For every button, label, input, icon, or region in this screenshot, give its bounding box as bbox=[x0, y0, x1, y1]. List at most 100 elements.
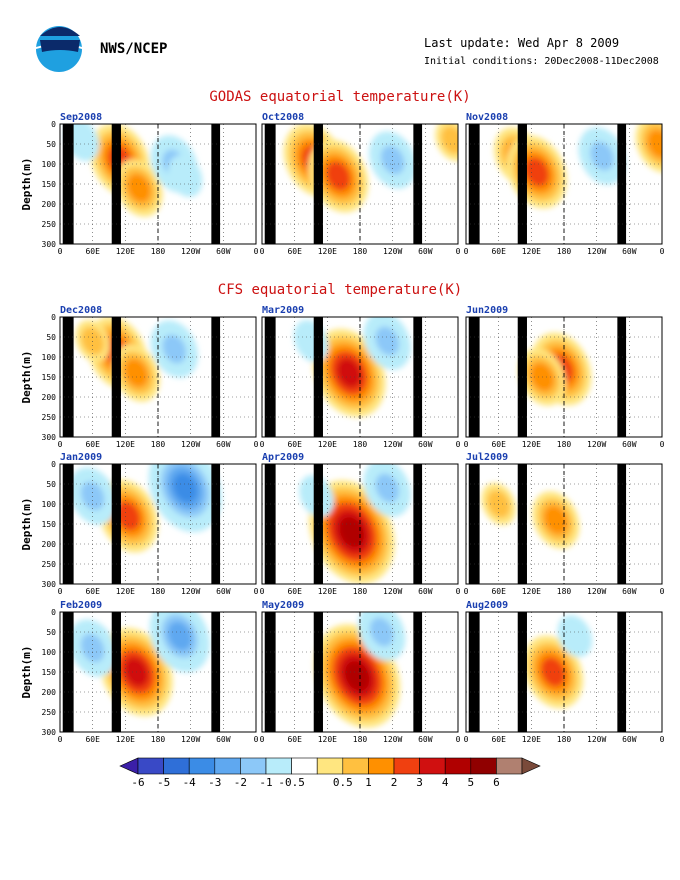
anomaly-contour bbox=[124, 358, 149, 388]
colorbar-swatch bbox=[316, 757, 344, 775]
anomaly-contour bbox=[162, 334, 187, 364]
panel-frame bbox=[59, 611, 257, 733]
x-tick-label: 60E bbox=[491, 247, 506, 256]
x-tick-label: 180 bbox=[557, 735, 572, 744]
anomaly-contour bbox=[345, 661, 370, 691]
colorbar-label: -6 bbox=[131, 776, 144, 789]
colorbar-arrow-left bbox=[119, 757, 139, 775]
x-tick-label: 60W bbox=[216, 440, 231, 449]
panel-feb2009: Feb2009 0 60E 120E 180 120W 60W 0 0 50 100 150 200 25… bbox=[20, 600, 259, 744]
anomaly-contour bbox=[441, 125, 458, 155]
y-tick-label: 50 bbox=[46, 140, 56, 149]
anomaly-contour bbox=[116, 501, 141, 531]
land-mask bbox=[211, 612, 221, 732]
panel-dec2008: Dec2008 0 60E 120E 180 120W 60W 0 0 50 100 150 200 25… bbox=[20, 305, 259, 449]
org-label: NWS/NCEP bbox=[100, 41, 167, 57]
x-tick-label: 180 bbox=[353, 440, 368, 449]
x-tick-label: 0 bbox=[456, 587, 461, 596]
colorbar-label: -1 bbox=[259, 776, 272, 789]
x-tick-label: 60W bbox=[216, 587, 231, 596]
panel-frame bbox=[465, 316, 663, 438]
y-axis-label: Depth(m) bbox=[20, 498, 33, 551]
x-tick-label: 120W bbox=[587, 247, 606, 256]
x-tick-label: 0 bbox=[260, 587, 265, 596]
colorbar-label: -0.5 bbox=[278, 776, 305, 789]
colorbar-label: 3 bbox=[416, 776, 423, 789]
colorbar-swatch bbox=[214, 757, 241, 775]
initial-conditions: Initial conditions: 20Dec2008-11Dec2008 bbox=[424, 56, 659, 67]
land-mask bbox=[413, 317, 423, 437]
x-tick-label: 120W bbox=[587, 735, 606, 744]
x-tick-label: 0 bbox=[254, 735, 259, 744]
panel-label: Feb2009 bbox=[60, 600, 102, 611]
y-tick-label: 100 bbox=[42, 648, 57, 657]
y-tick-label: 300 bbox=[42, 433, 57, 442]
colorbar-swatch bbox=[393, 757, 420, 775]
cfs-title: CFS equatorial temperature(K) bbox=[218, 282, 462, 298]
y-tick-label: 200 bbox=[42, 540, 57, 549]
panel-frame bbox=[59, 463, 257, 585]
colorbar-label: -5 bbox=[157, 776, 170, 789]
colorbar-label: 6 bbox=[493, 776, 500, 789]
x-tick-label: 0 bbox=[58, 735, 63, 744]
anomaly-contour bbox=[167, 621, 192, 651]
x-tick-label: 180 bbox=[353, 247, 368, 256]
panel-label: Dec2008 bbox=[60, 305, 102, 316]
anomaly-contour bbox=[369, 617, 394, 647]
x-tick-label: 180 bbox=[557, 587, 572, 596]
x-tick-label: 120E bbox=[522, 735, 541, 744]
land-mask bbox=[413, 612, 423, 732]
x-tick-label: 120W bbox=[383, 735, 402, 744]
anomaly-contour bbox=[173, 473, 198, 503]
y-tick-label: 100 bbox=[42, 160, 57, 169]
y-tick-label: 50 bbox=[46, 333, 56, 342]
panel-label: May2009 bbox=[262, 600, 304, 611]
colorbar-label: 5 bbox=[467, 776, 474, 789]
colorbar-swatch bbox=[444, 757, 472, 775]
x-tick-label: 120E bbox=[116, 440, 135, 449]
x-tick-label: 0 bbox=[660, 247, 665, 256]
land-mask bbox=[211, 317, 221, 437]
x-tick-label: 60W bbox=[418, 587, 433, 596]
x-tick-label: 0 bbox=[464, 440, 469, 449]
x-tick-label: 0 bbox=[58, 587, 63, 596]
y-tick-label: 0 bbox=[51, 120, 56, 129]
anomaly-contour bbox=[647, 129, 662, 159]
colorbar-swatch bbox=[368, 757, 395, 775]
colorbar-swatch bbox=[163, 757, 190, 775]
x-tick-label: 0 bbox=[456, 440, 461, 449]
y-tick-label: 300 bbox=[42, 240, 57, 249]
y-tick-label: 150 bbox=[42, 520, 57, 529]
godas-title: GODAS equatorial temperature(K) bbox=[209, 89, 470, 105]
x-tick-label: 180 bbox=[557, 247, 572, 256]
anomaly-contour bbox=[590, 141, 614, 171]
x-tick-label: 60E bbox=[287, 735, 302, 744]
panel-apr2009: Apr2009 0 60E 120E 180 120W 60W 0 bbox=[260, 452, 461, 596]
x-tick-label: 0 bbox=[260, 440, 265, 449]
panel-nov2008: Nov2008 0 60E 120E 180 120W 60W 0 bbox=[464, 112, 665, 256]
x-tick-label: 120E bbox=[318, 735, 337, 744]
x-tick-label: 60W bbox=[418, 247, 433, 256]
colorbar-label: 1 bbox=[365, 776, 372, 789]
x-tick-label: 120E bbox=[522, 247, 541, 256]
x-tick-label: 120E bbox=[318, 440, 337, 449]
y-tick-label: 250 bbox=[42, 560, 57, 569]
colorbar-swatch bbox=[419, 757, 446, 775]
x-tick-label: 60E bbox=[287, 587, 302, 596]
panel-label: Apr2009 bbox=[262, 452, 304, 463]
y-tick-label: 300 bbox=[42, 580, 57, 589]
land-mask bbox=[413, 464, 423, 584]
x-tick-label: 0 bbox=[254, 440, 259, 449]
panel-frame bbox=[465, 123, 663, 245]
y-tick-label: 150 bbox=[42, 668, 57, 677]
x-tick-label: 60W bbox=[622, 440, 637, 449]
x-tick-label: 120E bbox=[318, 587, 337, 596]
x-tick-label: 180 bbox=[151, 735, 166, 744]
x-tick-label: 0 bbox=[660, 587, 665, 596]
x-tick-label: 120W bbox=[181, 440, 200, 449]
y-tick-label: 300 bbox=[42, 728, 57, 737]
colorbar-label: -4 bbox=[183, 776, 197, 789]
colorbar-swatch bbox=[137, 757, 164, 775]
panel-may2009: May2009 0 60E 120E 180 120W 60W 0 bbox=[260, 600, 461, 744]
